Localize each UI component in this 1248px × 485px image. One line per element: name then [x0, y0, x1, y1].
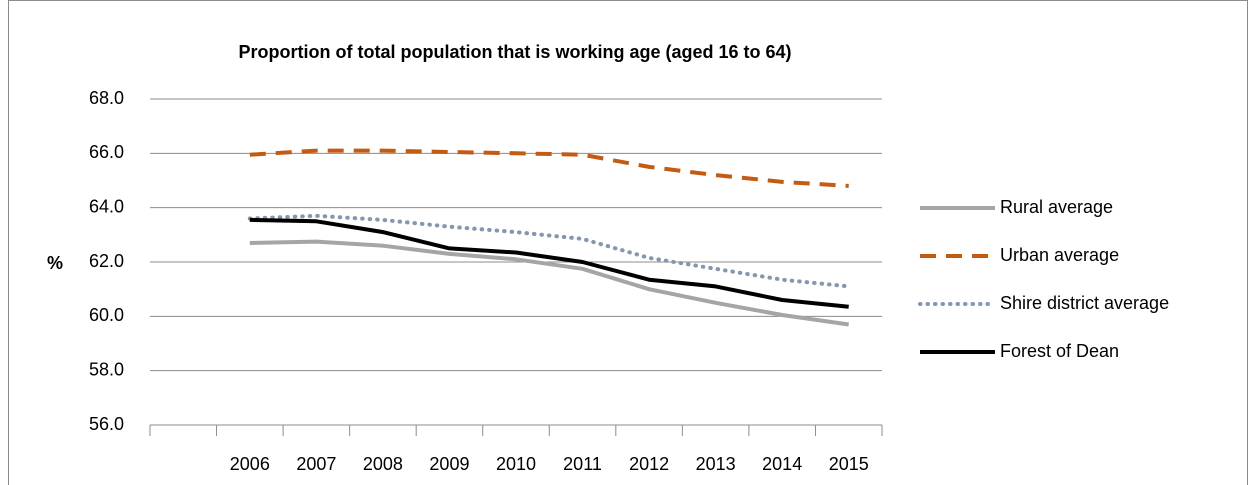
- legend-label: Shire district average: [1000, 293, 1169, 313]
- legend-label: Rural average: [1000, 197, 1113, 217]
- legend-label: Urban average: [1000, 245, 1119, 265]
- y-tick-label: 60.0: [89, 305, 124, 325]
- x-tick-label: 2013: [696, 454, 736, 474]
- y-axis-label: %: [47, 253, 63, 273]
- x-tick-label: 2009: [429, 454, 469, 474]
- x-tick-label: 2014: [762, 454, 802, 474]
- x-tick-label: 2015: [829, 454, 869, 474]
- series-line: [249, 239, 849, 327]
- y-tick-label: 66.0: [89, 142, 124, 162]
- series-line: [247, 213, 851, 289]
- series-line: [249, 217, 849, 309]
- chart-border: [8, 0, 1248, 485]
- x-tick-label: 2008: [363, 454, 403, 474]
- x-tick-label: 2010: [496, 454, 536, 474]
- x-tick-label: 2006: [230, 454, 270, 474]
- y-tick-label: 62.0: [89, 251, 124, 271]
- y-tick-label: 56.0: [89, 414, 124, 434]
- chart-title: Proportion of total population that is w…: [238, 42, 791, 62]
- series-line: [249, 148, 849, 188]
- y-tick-label: 64.0: [89, 196, 124, 216]
- x-tick-label: 2007: [296, 454, 336, 474]
- y-tick-label: 68.0: [89, 88, 124, 108]
- y-tick-label: 58.0: [89, 359, 124, 379]
- legend-label: Forest of Dean: [1000, 341, 1119, 361]
- x-tick-label: 2012: [629, 454, 669, 474]
- x-tick-label: 2011: [563, 454, 602, 474]
